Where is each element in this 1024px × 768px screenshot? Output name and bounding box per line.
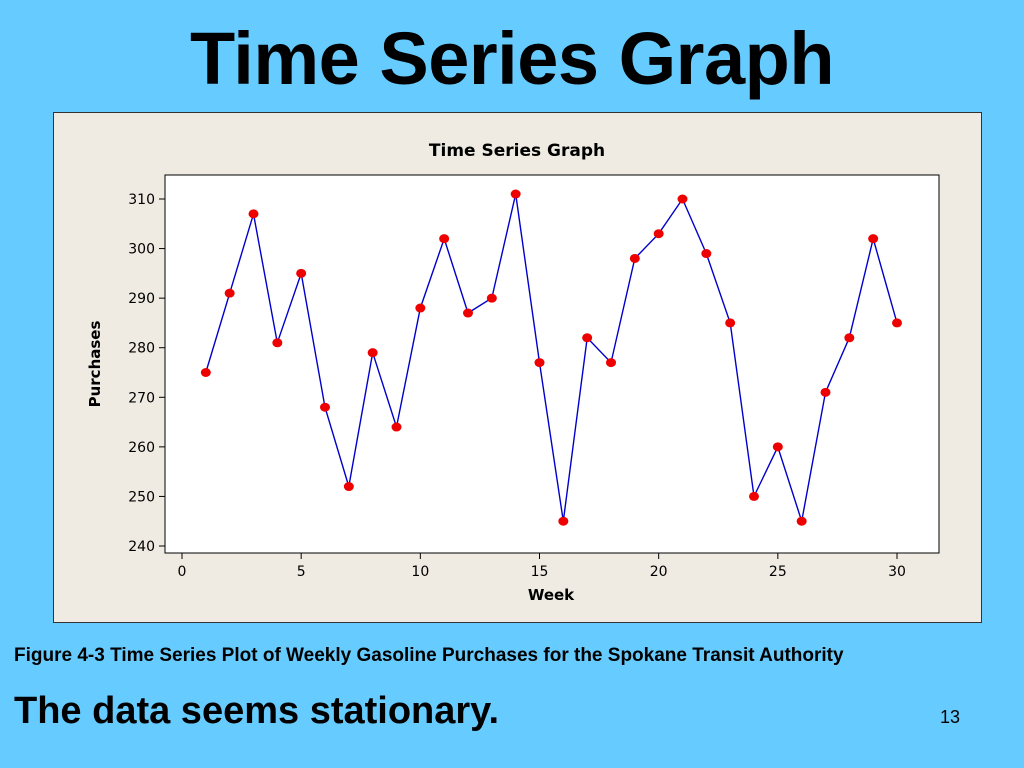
- x-axis-label: Week: [528, 586, 575, 604]
- data-point: [629, 253, 640, 263]
- data-point: [868, 234, 879, 244]
- slide-title: Time Series Graph: [189, 17, 835, 100]
- data-point: [463, 308, 473, 318]
- data-point: [796, 516, 807, 526]
- y-tick-label: 260: [128, 440, 155, 456]
- x-tick-label: 10: [411, 564, 429, 580]
- data-point: [224, 288, 235, 298]
- data-point: [749, 491, 759, 501]
- data-point: [844, 333, 855, 343]
- slide-number: 13: [940, 707, 961, 727]
- y-tick-label: 300: [128, 242, 155, 258]
- y-tick-label: 310: [128, 192, 155, 208]
- data-point: [772, 442, 783, 452]
- data-point: [200, 368, 211, 377]
- data-point: [391, 422, 402, 432]
- data-point: [367, 348, 378, 358]
- y-axis-label: Purchases: [86, 321, 104, 408]
- x-tick-label: 25: [769, 564, 787, 580]
- data-point: [677, 194, 688, 204]
- data-point: [534, 358, 545, 368]
- data-point: [582, 333, 593, 343]
- series-line: [205, 193, 898, 522]
- chart-frame: Time Series Graph Week Purchases 240 250 2…: [53, 112, 982, 623]
- time-series-chart: Time Series Graph Week Purchases 2402502…: [86, 141, 940, 604]
- y-tick-label: 240: [128, 539, 155, 555]
- plot-area: [164, 174, 940, 554]
- data-point: [415, 303, 426, 313]
- y-tick-label: 270: [128, 390, 155, 406]
- chart-title: Time Series Graph: [429, 141, 605, 161]
- data-point: [892, 318, 902, 328]
- data-point: [653, 229, 664, 239]
- data-point: [701, 249, 712, 259]
- conclusion-statement: The data seems stationary.: [14, 690, 500, 732]
- data-point: [486, 293, 497, 303]
- x-tick-label: 30: [888, 564, 906, 580]
- data-point: [558, 516, 569, 526]
- data-point: [272, 338, 283, 348]
- data-point: [320, 402, 330, 412]
- y-tick-label: 280: [128, 341, 155, 357]
- data-point: [510, 189, 521, 199]
- x-tick-label: 20: [650, 564, 668, 580]
- data-point: [820, 387, 831, 397]
- data-point: [606, 358, 616, 368]
- data-point: [343, 482, 354, 492]
- data-point: [296, 268, 307, 278]
- x-tick-label: 15: [531, 564, 549, 580]
- data-point: [439, 234, 450, 244]
- x-tick-label: 0: [178, 564, 187, 580]
- x-tick-label: 5: [297, 564, 306, 580]
- data-point: [725, 318, 736, 328]
- y-tick-label: 290: [128, 291, 155, 307]
- y-tick-label: 250: [128, 489, 155, 505]
- figure-caption: Figure 4-3 Time Series Plot of Weekly Ga…: [14, 645, 844, 666]
- data-point: [248, 209, 259, 219]
